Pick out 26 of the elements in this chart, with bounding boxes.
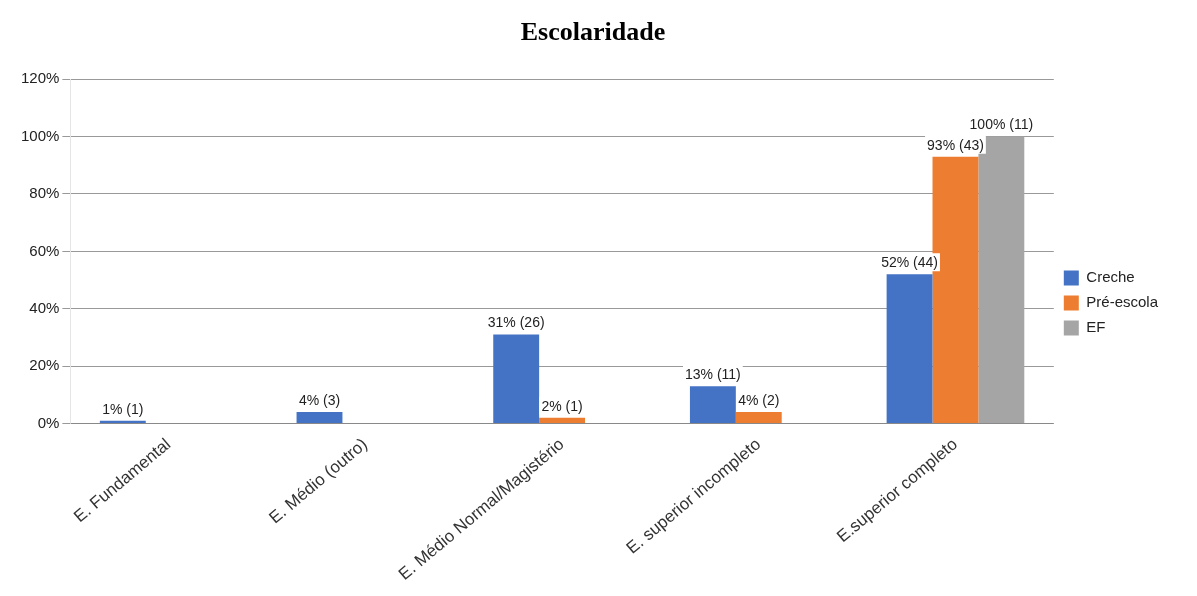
legend-label: Creche	[1086, 268, 1135, 286]
data-label: 13% (11)	[684, 366, 741, 383]
legend-label: Pré-escola	[1086, 293, 1159, 311]
data-label: 52% (44)	[881, 254, 938, 271]
bar	[493, 334, 540, 424]
bar	[296, 412, 343, 424]
data-label: 93% (43)	[927, 136, 984, 153]
bar	[735, 412, 782, 424]
bar	[689, 386, 736, 424]
data-label: 2% (1)	[541, 397, 583, 414]
data-label: 4% (3)	[298, 391, 341, 408]
data-label: 100% (11)	[969, 116, 1034, 133]
chart-title: Escolaridade	[520, 17, 666, 47]
data-label: 31% (26)	[487, 314, 545, 331]
y-tick-label: 120%	[20, 69, 60, 87]
bar	[886, 274, 933, 424]
y-tick-label: 80%	[29, 184, 60, 202]
y-tick-label: 0%	[37, 413, 60, 431]
y-tick-label: 40%	[29, 298, 60, 316]
data-label: 1% (1)	[102, 400, 144, 417]
legend-label: EF	[1086, 318, 1106, 336]
y-tick-label: 60%	[29, 241, 60, 259]
y-tick-label: 20%	[29, 356, 60, 374]
data-label: 4% (2)	[738, 391, 780, 408]
bar	[539, 417, 586, 424]
y-tick-label: 100%	[20, 126, 60, 144]
